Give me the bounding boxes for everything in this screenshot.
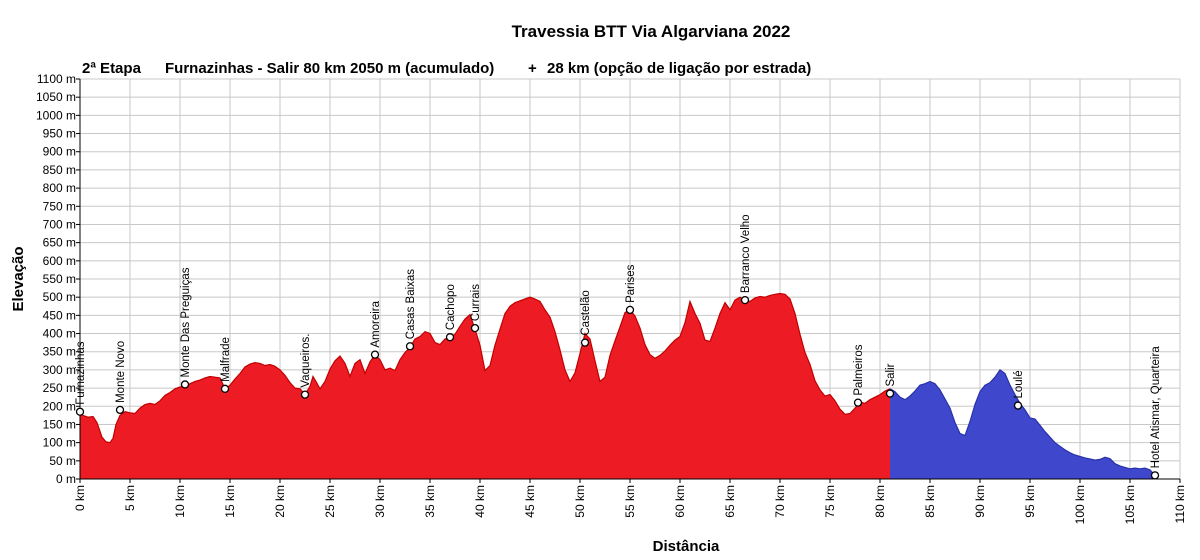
- waypoint-marker-4: [300, 390, 310, 399]
- y-tick-label-21: 1050 m: [36, 90, 76, 104]
- waypoint-marker-1: [115, 405, 125, 415]
- x-tick-label-11: 55 km: [623, 485, 637, 518]
- y-tick-label-18: 900 m: [43, 145, 76, 159]
- x-tick-label-13: 65 km: [723, 485, 737, 518]
- x-tick-label-21: 105 km: [1123, 485, 1137, 524]
- y-tick-label-7: 350 m: [43, 345, 76, 359]
- waypoint-marker-8: [470, 323, 480, 333]
- x-axis-title: Distância: [653, 538, 720, 555]
- y-tick-label-17: 850 m: [43, 163, 76, 177]
- x-tick-label-10: 50 km: [573, 485, 587, 518]
- subtitle-plus: +: [528, 60, 537, 77]
- y-tick-label-12: 600 m: [43, 254, 76, 268]
- x-tick-label-9: 45 km: [523, 485, 537, 518]
- waypoint-marker-12: [853, 398, 863, 407]
- waypoint-label-5: Amoreira: [370, 300, 382, 347]
- elevation-area-0: [80, 293, 890, 479]
- waypoint-marker-11: [740, 295, 750, 305]
- waypoint-marker-14: [1013, 401, 1023, 410]
- x-tick-label-8: 40 km: [473, 485, 487, 518]
- waypoint-marker-6: [405, 342, 415, 351]
- x-tick-label-7: 35 km: [423, 485, 437, 518]
- elevation-line-0: [79, 292, 891, 444]
- y-tick-label-2: 100 m: [43, 436, 76, 450]
- x-tick-label-14: 70 km: [773, 485, 787, 518]
- x-tick-label-5: 25 km: [323, 485, 337, 518]
- waypoint-label-4: Vaqueiros.: [300, 333, 312, 387]
- y-tick-label-11: 550 m: [43, 272, 76, 286]
- x-tick-label-18: 90 km: [973, 485, 987, 518]
- waypoint-marker-15: [1150, 471, 1160, 480]
- waypoint-label-14: Loulé: [1013, 370, 1025, 398]
- waypoint-label-10: Parises: [625, 264, 637, 303]
- x-tick-label-20: 100 km: [1073, 485, 1087, 524]
- chart-title: Travessia BTT Via Algarviana 2022: [512, 22, 791, 41]
- waypoint-marker-3: [220, 384, 230, 393]
- y-tick-label-6: 300 m: [43, 363, 76, 377]
- waypoint-marker-9: [580, 338, 590, 347]
- waypoint-label-13: Salir: [885, 363, 897, 386]
- subtitle-extra: 28 km (opção de ligação por estrada): [547, 60, 811, 77]
- waypoint-label-11: Barranco Velho: [740, 214, 752, 293]
- y-tick-label-1: 50 m: [49, 454, 76, 468]
- waypoint-label-12: Palmeiros: [853, 344, 865, 395]
- subtitle-route: Furnazinhas - Salir 80 km 2050 m (acumul…: [165, 60, 494, 77]
- x-tick-label-15: 75 km: [823, 485, 837, 518]
- y-tick-label-22: 1100 m: [37, 72, 76, 86]
- x-tick-labels: 0 km 5 km 10 km 15 km 20 km 25 km 30 km 35 km 40…: [73, 479, 1187, 524]
- y-tick-label-16: 800 m: [43, 181, 76, 195]
- x-tick-label-4: 20 km: [273, 485, 287, 518]
- y-tick-label-19: 950 m: [43, 127, 76, 141]
- x-tick-label-16: 80 km: [873, 485, 887, 518]
- x-tick-label-19: 95 km: [1023, 485, 1037, 518]
- y-tick-label-15: 750 m: [43, 199, 76, 213]
- waypoint-marker-7: [445, 333, 455, 342]
- x-tick-label-2: 10 km: [173, 485, 187, 518]
- y-tick-label-0: 0 m: [56, 472, 76, 486]
- waypoint-label-1: Monte Novo: [115, 341, 127, 403]
- y-tick-label-13: 650 m: [43, 236, 76, 250]
- y-tick-label-5: 250 m: [43, 381, 76, 395]
- x-tick-label-0: 0 km: [73, 485, 87, 511]
- waypoint-label-15: Hotel Atismar, Quarteira: [1150, 346, 1162, 469]
- waypoint-markers: Furnazinhas Monte Novo Monte Das Preguiças…: [75, 214, 1162, 480]
- x-tick-label-12: 60 km: [673, 485, 687, 518]
- y-axis-title: Elevação: [10, 246, 27, 311]
- y-tick-label-20: 1000 m: [36, 108, 76, 122]
- waypoint-marker-2: [180, 380, 190, 389]
- y-tick-label-9: 450 m: [43, 308, 76, 322]
- waypoint-label-6: Casas Baixas: [405, 269, 417, 340]
- waypoint-label-7: Cachopo: [445, 284, 457, 330]
- waypoint-marker-5: [370, 350, 380, 359]
- waypoint-label-0: Furnazinhas: [75, 341, 87, 405]
- elevation-area-1: [890, 369, 1155, 479]
- y-tick-labels: 0 m 50 m 100 m 150 m 200 m 250 m 300 m 350 m 400…: [36, 72, 80, 486]
- waypoint-label-3: Malfrade: [220, 337, 232, 382]
- chart-subtitle: 2ª Etapa Furnazinhas - Salir 80 km 2050 …: [82, 60, 811, 77]
- elevation-areas: [79, 292, 1156, 479]
- waypoint-label-9: Castelão: [580, 290, 592, 335]
- x-tick-label-6: 30 km: [373, 485, 387, 518]
- y-tick-label-14: 700 m: [43, 217, 76, 231]
- waypoint-marker-13: [885, 389, 895, 398]
- x-tick-label-17: 85 km: [923, 485, 937, 518]
- subtitle-stage: 2ª Etapa: [82, 60, 142, 77]
- waypoint-marker-0: [75, 407, 85, 416]
- y-tick-label-10: 500 m: [43, 290, 76, 304]
- waypoint-marker-10: [625, 305, 635, 315]
- waypoint-label-8: Currais: [470, 284, 482, 321]
- y-tick-label-3: 150 m: [43, 417, 76, 431]
- x-tick-label-1: 5 km: [123, 485, 137, 511]
- x-tick-label-22: 110 km: [1173, 485, 1187, 523]
- waypoint-label-2: Monte Das Preguiças: [180, 267, 192, 377]
- y-tick-label-8: 400 m: [43, 327, 76, 341]
- elevation-line-1: [889, 369, 1156, 476]
- y-tick-label-4: 200 m: [43, 399, 76, 413]
- x-tick-label-3: 15 km: [223, 485, 237, 518]
